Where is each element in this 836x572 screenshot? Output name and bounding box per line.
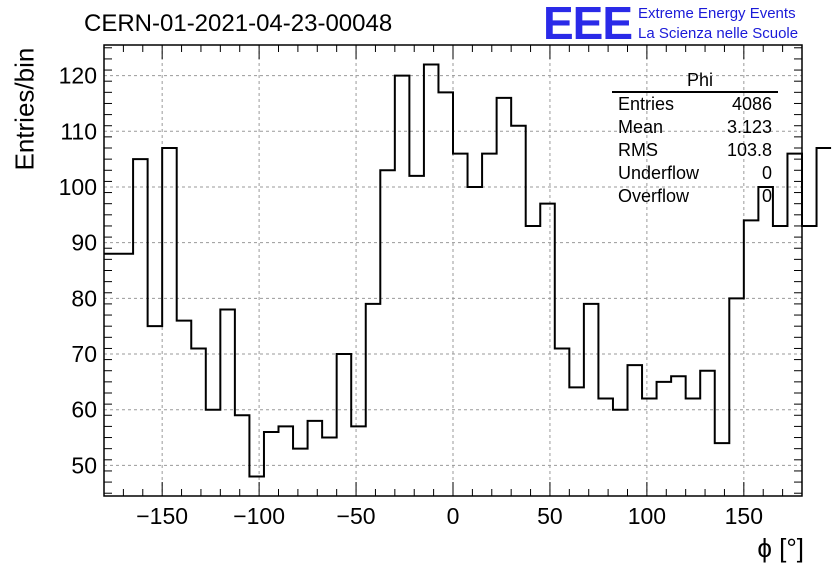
chart-title: CERN-01-2021-04-23-00048 (84, 10, 393, 37)
stats-value: 103.8 (726, 140, 772, 160)
eee-logo: EEE (543, 0, 633, 49)
histogram-bin (453, 154, 468, 496)
histogram-bin (657, 382, 672, 496)
histogram-bin (177, 321, 192, 496)
y-tick-label: 60 (71, 397, 97, 423)
y-axis-label: Entries/bin (9, 47, 40, 171)
histogram-bin (220, 309, 235, 496)
x-tick-label: −50 (337, 503, 376, 529)
histogram-bin (438, 92, 453, 496)
histogram-bin (395, 76, 410, 496)
histogram-bin (249, 477, 264, 496)
histogram-bin (322, 438, 337, 496)
histogram-bin (686, 399, 701, 496)
histogram-bin (293, 449, 308, 496)
histogram-bin (773, 226, 788, 496)
histogram-bin (366, 304, 381, 496)
stats-row: Entries 4086 (612, 93, 778, 116)
x-tick-label: 150 (725, 503, 763, 529)
histogram-bin (613, 410, 628, 496)
histogram-bin (744, 220, 759, 496)
histogram-bin (555, 348, 570, 496)
histogram-bin (729, 298, 744, 496)
x-tick-label: 100 (628, 503, 666, 529)
histogram-bin (119, 254, 134, 496)
histogram-bin (337, 354, 352, 496)
histogram-bin (482, 154, 497, 496)
histogram-bin (715, 443, 730, 496)
x-tick-label: −150 (136, 503, 188, 529)
stats-label: Mean (618, 117, 664, 137)
histogram-bin (787, 154, 802, 496)
histogram-bin (206, 410, 221, 496)
histogram-bin (104, 254, 119, 496)
histogram-bin (802, 226, 817, 496)
stats-value: 0 (761, 163, 772, 183)
logo-line-2: La Scienza nelle Scuole (638, 25, 799, 42)
histogram-bin (511, 126, 526, 496)
stats-box-title: Phi (612, 69, 778, 93)
histogram-bin (162, 148, 177, 496)
histogram-bin (424, 64, 439, 496)
y-tick-label: 120 (59, 63, 97, 89)
histogram-bin (148, 326, 163, 496)
y-tick-label: 100 (59, 174, 97, 200)
stats-label: Underflow (618, 163, 700, 183)
histogram-bin (497, 98, 512, 496)
y-tick-label: 70 (71, 341, 97, 367)
histogram-bin (380, 170, 395, 496)
histogram-bin (351, 426, 366, 496)
y-tick-label: 110 (60, 118, 97, 144)
y-tick-label: 80 (71, 285, 97, 311)
y-tick-label: 50 (71, 452, 97, 478)
stats-row: Underflow 0 (612, 162, 778, 185)
histogram-bin (191, 348, 206, 496)
stats-value: 0 (761, 186, 772, 206)
x-axis-label: ϕ [°] (757, 533, 804, 563)
histogram-bin (468, 187, 483, 496)
histogram-bin (308, 421, 323, 496)
histogram-bin (540, 204, 555, 496)
stats-label: Overflow (618, 186, 690, 206)
histogram-bin (264, 432, 279, 496)
y-tick-label: 90 (71, 230, 97, 256)
histogram-bin (628, 365, 643, 496)
histogram-bin (279, 426, 294, 496)
histogram-bin (569, 387, 584, 496)
stats-label: RMS (618, 140, 658, 160)
logo-caption: Extreme Energy Events La Scienza nelle S… (638, 4, 798, 44)
histogram-bin (817, 148, 832, 496)
histogram-bin (133, 159, 148, 496)
histogram-bin (598, 399, 613, 496)
stats-value: 4086 (731, 94, 772, 114)
stats-row: Overflow 0 (612, 185, 778, 208)
stats-box: Phi Entries 4086 Mean 3.123 RMS 103.8 Un… (612, 69, 778, 208)
x-tick-label: 0 (447, 503, 460, 529)
histogram-bin (584, 304, 599, 496)
stats-label: Entries (618, 94, 675, 114)
x-tick-label: −100 (233, 503, 285, 529)
histogram-bin (758, 187, 773, 496)
stats-value: 3.123 (726, 117, 772, 137)
logo-line-1: Extreme Energy Events (638, 5, 796, 22)
histogram-bin (526, 226, 541, 496)
histogram-bin (235, 415, 250, 496)
stats-row: RMS 103.8 (612, 139, 778, 162)
histogram-bin (642, 399, 657, 496)
x-tick-label: 50 (537, 503, 563, 529)
stats-row: Mean 3.123 (612, 116, 778, 139)
histogram-bin (409, 176, 424, 496)
histogram-outline (104, 63, 832, 478)
histogram-bin (671, 376, 686, 496)
histogram-bin (700, 371, 715, 496)
